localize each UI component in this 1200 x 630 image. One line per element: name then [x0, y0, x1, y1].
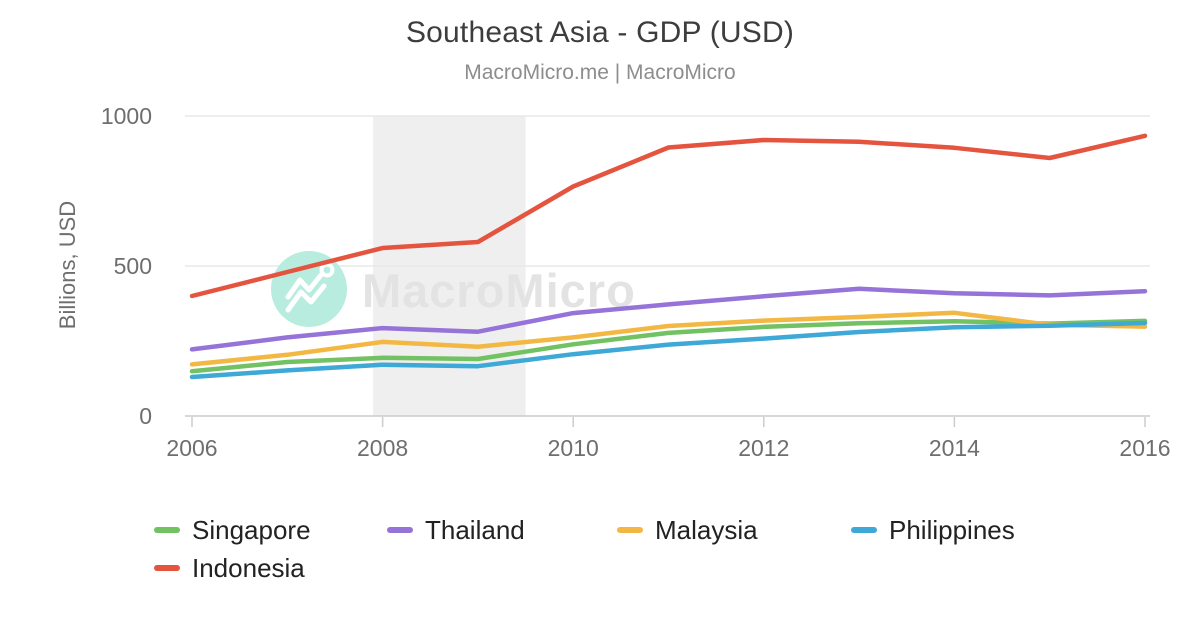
y-tick-label-1000: 1000: [101, 103, 152, 129]
x-tick-label-2008: 2008: [357, 435, 408, 461]
legend-item-indonesia[interactable]: Indonesia: [154, 553, 305, 583]
series-line-malaysia[interactable]: [189, 310, 1148, 367]
macromicro-logo-ring: [319, 262, 335, 278]
series-line-philippines[interactable]: [189, 320, 1148, 380]
x-tick-label-2016: 2016: [1119, 435, 1170, 461]
legend-swatch-malaysia: [617, 527, 643, 533]
x-tick-label-2010: 2010: [548, 435, 599, 461]
x-tick-label-2006: 2006: [166, 435, 217, 461]
legend-swatch-singapore: [154, 527, 180, 533]
legend-item-malaysia[interactable]: Malaysia: [617, 515, 758, 545]
legend-label: Philippines: [889, 514, 1015, 545]
chart-subtitle: MacroMicro.me | MacroMicro: [464, 61, 736, 84]
series-line-indonesia[interactable]: [189, 133, 1148, 299]
legend-item-philippines[interactable]: Philippines: [851, 515, 1015, 545]
series-line-thailand[interactable]: [189, 286, 1148, 352]
legend-swatch-thailand: [387, 527, 413, 533]
macromicro-mountain-logo-2: [285, 283, 327, 313]
legend-item-thailand[interactable]: Thailand: [387, 515, 525, 545]
legend-item-singapore[interactable]: Singapore: [154, 515, 311, 545]
legend-label: Malaysia: [655, 514, 758, 545]
legend-label: Singapore: [192, 514, 311, 545]
legend-label: Thailand: [425, 514, 525, 545]
y-tick-label-500: 500: [114, 253, 152, 279]
legend-label: Indonesia: [192, 552, 305, 583]
macromicro-mountain-logo: [285, 272, 324, 300]
legend-swatch-philippines: [851, 527, 877, 533]
watermark-text: MacroMicro: [362, 264, 636, 317]
x-tick-label-2012: 2012: [738, 435, 789, 461]
series-line-singapore[interactable]: [189, 318, 1148, 374]
legend-swatch-indonesia: [154, 565, 180, 571]
y-tick-label-0: 0: [139, 403, 152, 429]
chart-title: Southeast Asia - GDP (USD): [405, 16, 795, 49]
x-tick-label-2014: 2014: [929, 435, 980, 461]
